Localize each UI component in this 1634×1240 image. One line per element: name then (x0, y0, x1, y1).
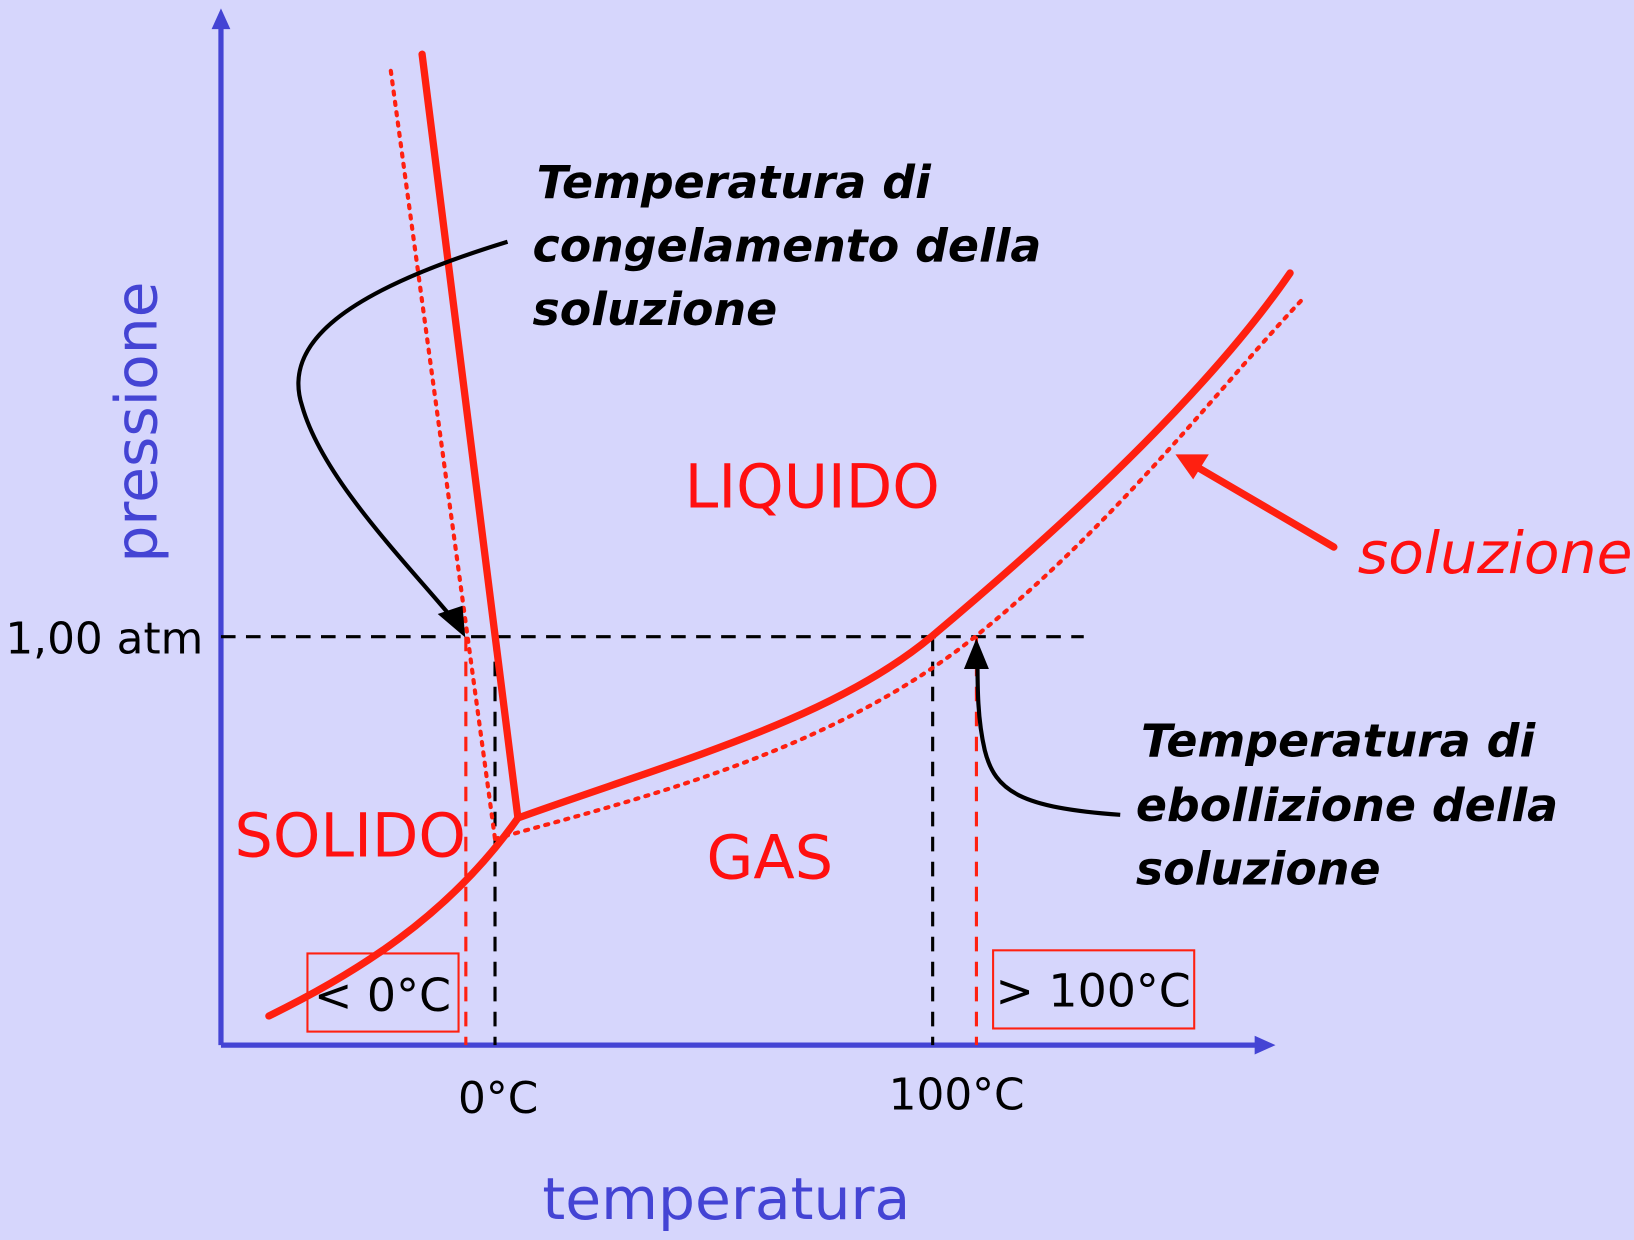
below-zero-box (306, 952, 460, 1033)
x-axis-label: temperatura (542, 1165, 910, 1233)
temp-tick-label: 0°C (458, 1073, 538, 1124)
sublimation-curve (265, 814, 522, 1020)
freezing-arrow (296, 239, 509, 625)
boiling-annotation: soluzione (1136, 842, 1381, 896)
freezing-annotation: Temperatura di (537, 155, 932, 209)
vapor-curve (514, 269, 1294, 822)
above-hundred-label: > 100°C (995, 964, 1190, 1018)
x-arrow (1254, 1035, 1276, 1055)
solution-fusion-curve (388, 68, 498, 841)
above-hundred-box (992, 949, 1196, 1030)
solution-pointer (1189, 461, 1338, 551)
freezing-annotation: congelamento della (533, 219, 1042, 273)
reference-lines (220, 635, 1084, 1046)
solid-label: SOLIDO (235, 802, 466, 872)
boiling-arrow-head (963, 638, 989, 669)
solution-label: soluzione (1358, 519, 1633, 587)
y-arrow (211, 8, 231, 30)
freezing-arrow-head (437, 605, 466, 638)
boiling-annotation: Temperatura di (1141, 714, 1536, 768)
boiling-arrow (975, 656, 1121, 817)
gas-label: GAS (707, 823, 834, 893)
solution-vapor-curve (492, 294, 1307, 841)
y-axis-label: pressione (102, 281, 170, 562)
solution-pointer-head (1175, 454, 1209, 480)
pressure-label: 1,00 atm (5, 613, 203, 664)
freezing-annotation: soluzione (533, 282, 778, 336)
temp-tick-label: 100°C (889, 1070, 1025, 1121)
liquid-label: LIQUIDO (685, 452, 940, 522)
curves (265, 50, 1338, 1020)
fusion-curve (418, 50, 522, 822)
below-zero-label: < 0°C (314, 968, 451, 1022)
annotation-arrows (296, 239, 1121, 817)
boiling-annotation: ebollizione della (1136, 778, 1558, 832)
axes (211, 8, 1276, 1055)
